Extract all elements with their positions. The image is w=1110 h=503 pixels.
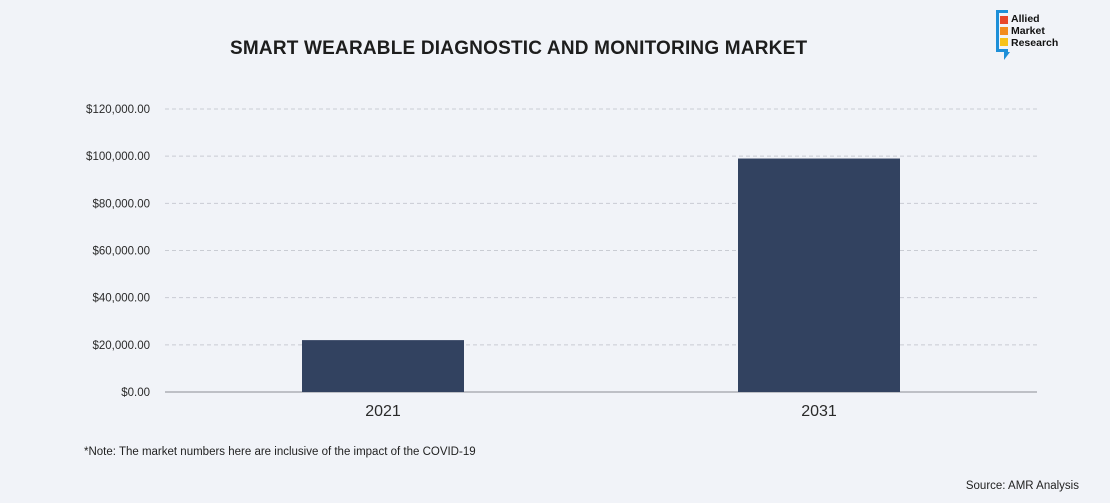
logo-speech-tail-icon bbox=[1004, 52, 1010, 60]
chart-title: SMART WEARABLE DIAGNOSTIC AND MONITORING… bbox=[230, 38, 808, 59]
logo-square-orange-icon bbox=[1000, 27, 1008, 35]
source-label: Source: AMR Analysis bbox=[965, 480, 1079, 492]
logo-line-3: Research bbox=[1011, 37, 1059, 49]
logo-frame-icon bbox=[996, 10, 1008, 52]
x-tick-label: 2031 bbox=[801, 403, 837, 420]
logo-line-1: Allied bbox=[1011, 13, 1040, 25]
logo-line-2: Market bbox=[1011, 25, 1045, 37]
bar-2021 bbox=[302, 340, 464, 392]
y-tick-label: $60,000.00 bbox=[92, 246, 150, 258]
bar-2031 bbox=[738, 158, 900, 392]
y-tick-label: $80,000.00 bbox=[92, 198, 150, 210]
y-tick-label: $100,000.00 bbox=[86, 151, 150, 163]
y-tick-label: $40,000.00 bbox=[92, 293, 150, 305]
allied-market-research-logo: Allied Market Research bbox=[996, 10, 1096, 66]
y-tick-label: $0.00 bbox=[121, 387, 150, 399]
footnote: *Note: The market numbers here are inclu… bbox=[84, 446, 476, 458]
x-tick-label: 2021 bbox=[365, 403, 401, 420]
logo-square-yellow-icon bbox=[1000, 38, 1008, 46]
y-tick-label: $20,000.00 bbox=[92, 340, 150, 352]
logo-square-red-icon bbox=[1000, 16, 1008, 24]
y-tick-label: $120,000.00 bbox=[86, 104, 150, 116]
logo-text: Allied Market Research bbox=[1011, 13, 1101, 49]
